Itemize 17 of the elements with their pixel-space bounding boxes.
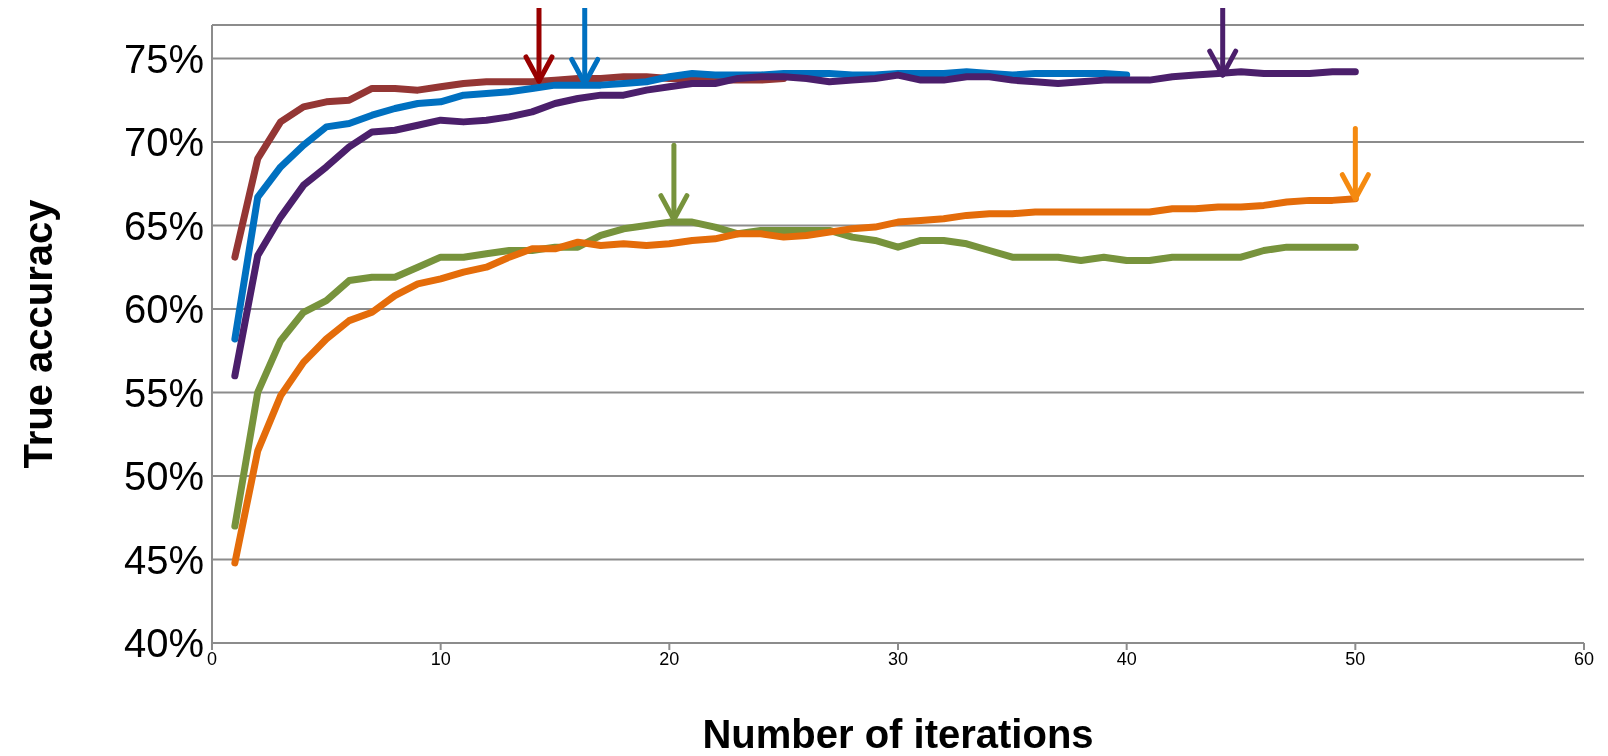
y-tick-label: 60% (123, 287, 204, 332)
y-tick-label: 75% (123, 36, 204, 81)
x-tick-label: 40 (1116, 648, 1137, 669)
x-tick-label: 0 (206, 648, 218, 669)
y-axis-title: True accuracy (16, 198, 61, 469)
x-axis-title: Number of iterations (702, 712, 1094, 756)
y-tick-label: 50% (123, 454, 204, 499)
y-tick-label: 40% (123, 621, 204, 666)
x-tick-label: 20 (659, 648, 680, 669)
x-tick-label: 50 (1345, 648, 1366, 669)
x-tick-label: 60 (1573, 648, 1595, 669)
y-tick-label: 55% (123, 370, 204, 415)
y-tick-label: 45% (123, 537, 204, 582)
y-tick-label: 65% (123, 203, 204, 248)
x-tick-label: 30 (887, 648, 909, 669)
x-tick-label: 10 (430, 648, 451, 669)
y-tick-label: 70% (123, 120, 204, 165)
